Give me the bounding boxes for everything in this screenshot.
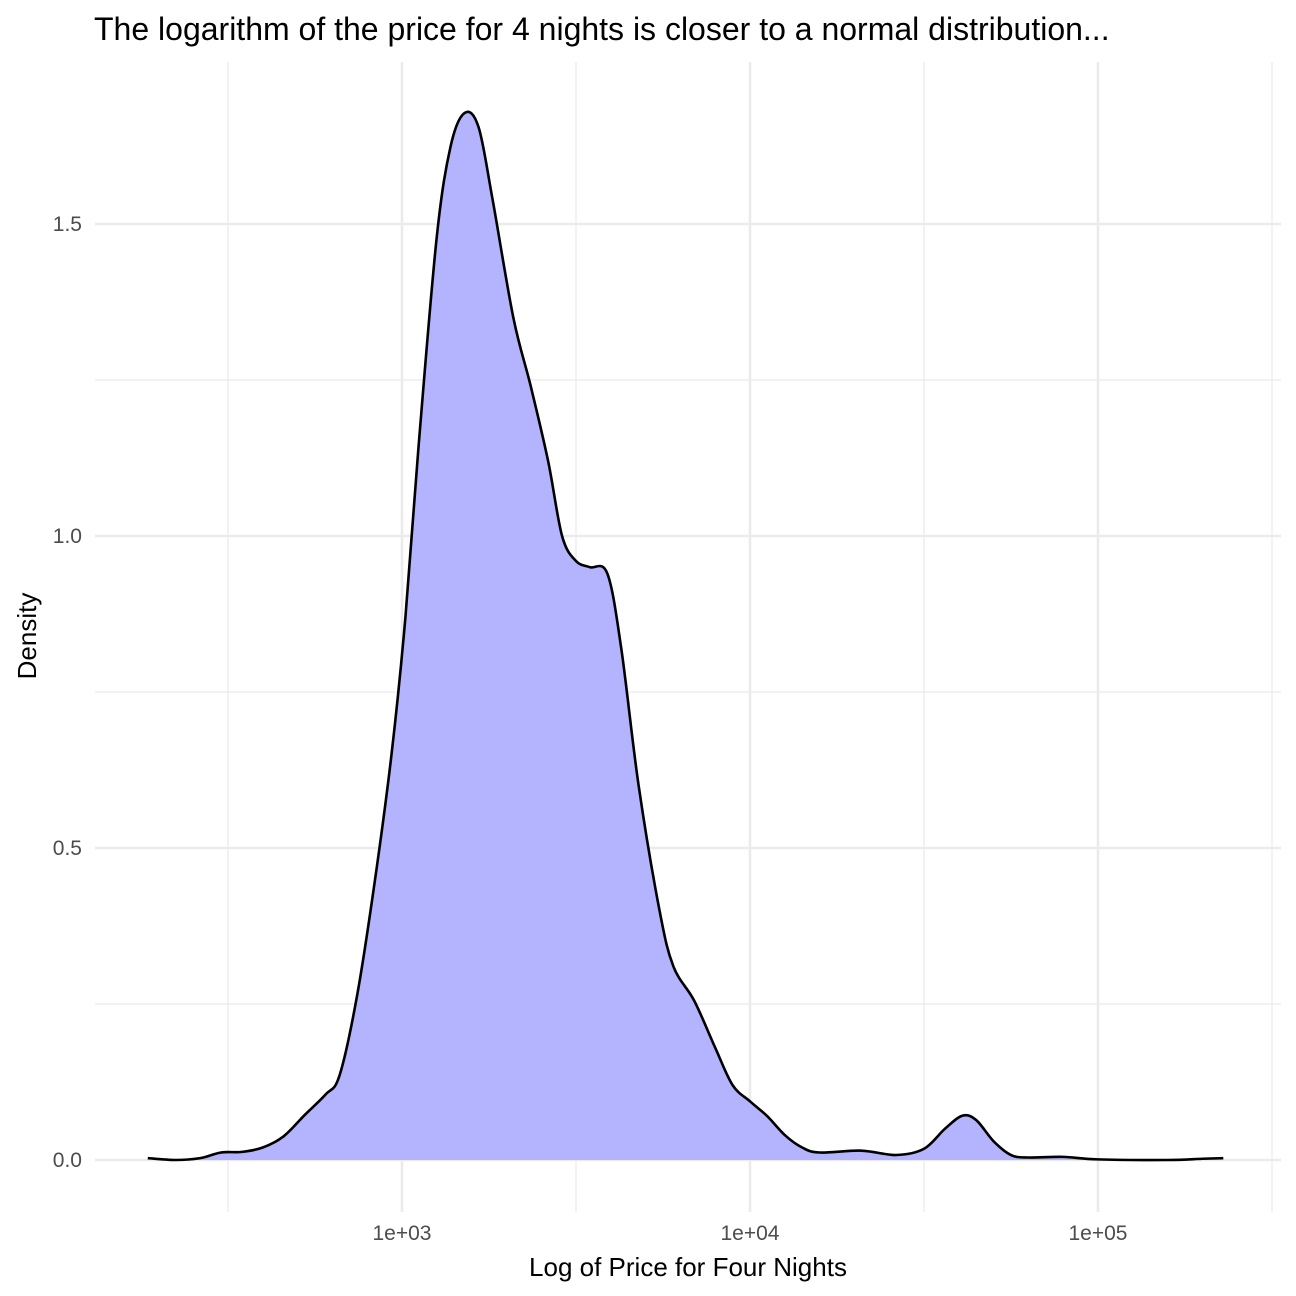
- y-tick-label: 0.5: [53, 837, 82, 860]
- y-axis-title: Density: [12, 593, 42, 680]
- grid: [95, 62, 1281, 1212]
- y-axis-ticks: 0.0 0.5 1.0 1.5: [53, 213, 82, 1172]
- chart-title: The logarithm of the price for 4 nights …: [94, 11, 1110, 47]
- density-area: [147, 111, 1224, 1161]
- y-tick-label: 1.5: [53, 213, 82, 236]
- y-tick-label: 1.0: [53, 525, 82, 548]
- y-tick-label: 0.0: [53, 1149, 82, 1172]
- x-axis-ticks: 1e+03 1e+04 1e+05: [373, 1222, 1128, 1245]
- x-tick-label: 1e+03: [373, 1222, 432, 1245]
- density-curve-line: [147, 110, 1224, 1162]
- x-tick-label: 1e+05: [1069, 1222, 1128, 1245]
- x-axis-title: Log of Price for Four Nights: [529, 1252, 847, 1282]
- x-tick-label: 1e+04: [721, 1222, 780, 1245]
